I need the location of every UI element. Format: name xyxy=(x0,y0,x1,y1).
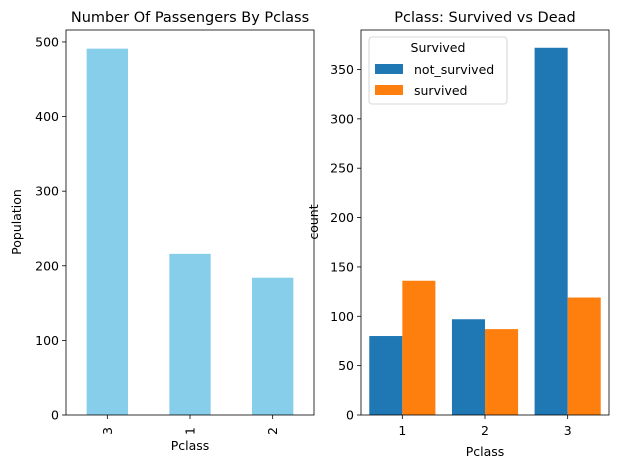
chart2-x-tick-label: 3 xyxy=(564,423,572,438)
chart2-axes-frame xyxy=(360,29,610,416)
chart2-x-ticks: 1 2 3 xyxy=(398,415,572,438)
chart1-y-tick-label: 200 xyxy=(35,258,59,273)
chart1-y-axis-label: Population xyxy=(9,189,24,255)
chart2-y-tick-label: 300 xyxy=(330,111,354,126)
chart2-bar-not-survived-pclass-3 xyxy=(534,47,568,416)
chart2-bar-survived-pclass-3 xyxy=(567,297,601,415)
chart2-y-axis-label: count xyxy=(306,204,321,239)
legend-swatch-not-survived xyxy=(375,64,403,74)
chart2-bar-not-survived-pclass-2 xyxy=(451,319,485,415)
chart2-title: Pclass: Survived vs Dead xyxy=(394,10,575,26)
chart1-x-tick-label: 1 xyxy=(183,427,198,435)
chart1-bars xyxy=(86,48,294,415)
chart2-y-tick-label: 150 xyxy=(330,259,354,274)
chart1-y-tick-label: 0 xyxy=(51,408,59,423)
chart2-y-tick-label: 50 xyxy=(338,358,354,373)
chart2-y-tick-label: 200 xyxy=(330,210,354,225)
chart1-bar-pclass-3 xyxy=(86,48,128,415)
legend-swatch-survived xyxy=(375,85,403,95)
chart-passengers-by-pclass: Number Of Passengers By Pclass 010020030… xyxy=(9,10,315,453)
chart2-bar-not-survived-pclass-1 xyxy=(369,336,403,415)
chart1-x-ticks: 3 1 2 xyxy=(100,415,280,435)
chart1-y-tick-label: 100 xyxy=(35,333,59,348)
chart1-y-tick-label: 500 xyxy=(35,34,59,49)
chart2-bar-survived-pclass-1 xyxy=(402,280,436,415)
legend-frame xyxy=(368,36,508,105)
chart2-legend: Survived not_survived survived xyxy=(368,36,508,105)
chart2-y-tick-label: 0 xyxy=(346,408,354,423)
chart1-x-axis-label: Pclass xyxy=(171,438,210,453)
chart1-axes-frame xyxy=(65,29,315,416)
chart1-bar-pclass-1 xyxy=(169,253,211,415)
chart1-x-tick-label: 3 xyxy=(100,427,115,435)
chart2-x-tick-label: 2 xyxy=(481,423,489,438)
chart1-y-tick-label: 300 xyxy=(35,184,59,199)
chart1-y-ticks: 0 100 200 300 400 500 xyxy=(35,34,66,423)
chart-survived-vs-dead: Pclass: Survived vs Dead 0 50 100 150 200 250… xyxy=(306,10,610,459)
legend-label-not-survived: not_survived xyxy=(414,62,494,77)
chart2-x-tick-label: 1 xyxy=(398,423,406,438)
chart1-bar-pclass-2 xyxy=(252,277,294,415)
chart2-bar-survived-pclass-2 xyxy=(485,329,519,415)
chart2-y-tick-label: 350 xyxy=(330,62,354,77)
legend-title: Survived xyxy=(411,40,466,55)
chart2-y-tick-label: 100 xyxy=(330,309,354,324)
chart2-y-ticks: 0 50 100 150 200 250 300 350 xyxy=(330,62,361,423)
chart2-y-tick-label: 250 xyxy=(330,161,354,176)
chart1-x-tick-label: 2 xyxy=(265,427,280,435)
legend-label-survived: survived xyxy=(414,83,467,98)
chart2-x-axis-label: Pclass xyxy=(466,444,505,459)
chart1-y-tick-label: 400 xyxy=(35,109,59,124)
chart2-bars xyxy=(369,47,601,416)
chart1-title: Number Of Passengers By Pclass xyxy=(71,10,309,26)
